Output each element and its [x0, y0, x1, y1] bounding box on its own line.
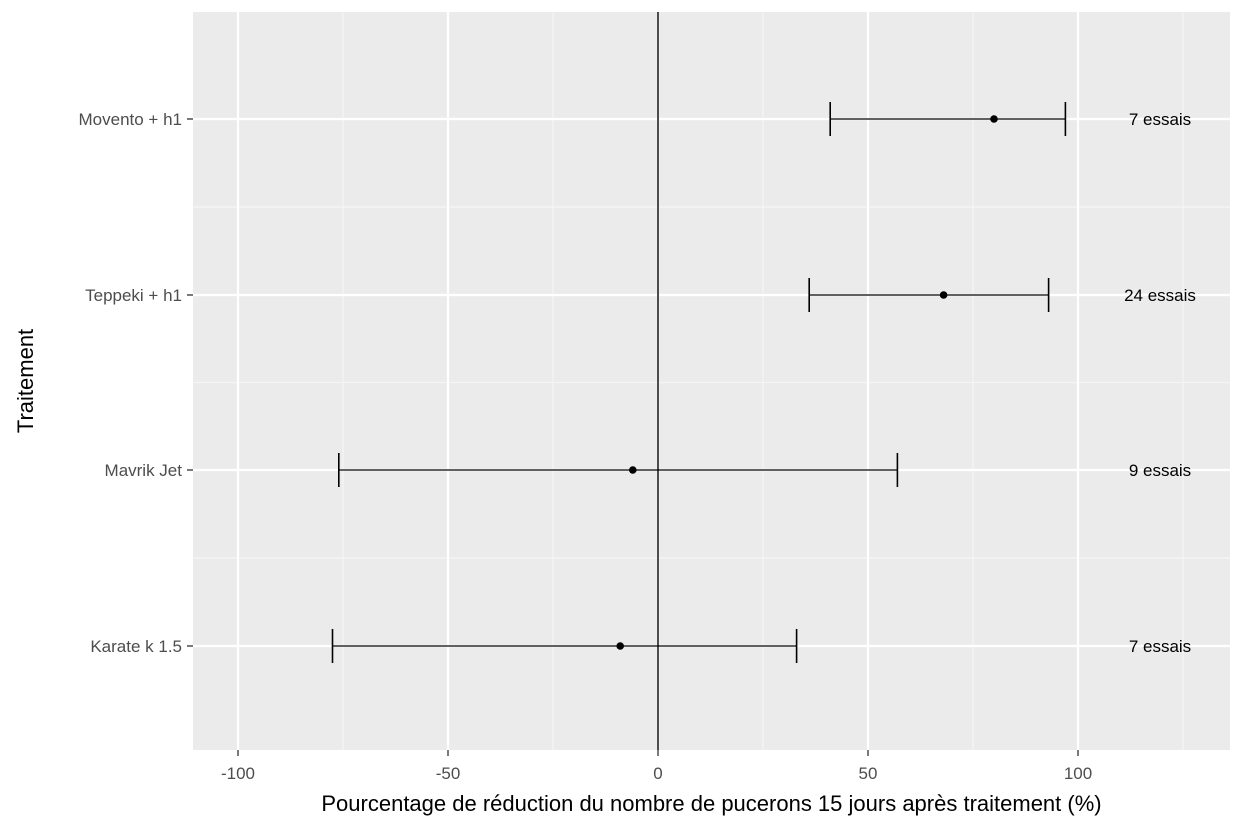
plot-panel: [193, 12, 1230, 750]
estimate-point: [939, 291, 948, 299]
trial-count-label: 9 essais: [1129, 461, 1191, 480]
y-tick-label: Karate k 1.5: [90, 637, 182, 656]
trial-count-label: 7 essais: [1129, 637, 1191, 656]
x-axis-title: Pourcentage de réduction du nombre de pu…: [321, 791, 1101, 816]
interval-marks: [331, 102, 1067, 663]
x-tick-label: 100: [1064, 764, 1092, 783]
y-axis: Movento + h1 Teppeki + h1 Mavrik Jet Karate…: [79, 110, 193, 656]
y-tick-label: Movento + h1: [79, 110, 183, 129]
x-tick-label: 0: [653, 764, 662, 783]
trial-count-label: 24 essais: [1124, 286, 1196, 305]
trial-count-annotations: 7 essais 24 essais 9 essais 7 essais: [1124, 110, 1196, 656]
y-tick-label: Mavrik Jet: [105, 461, 183, 480]
x-tick-label: 50: [859, 764, 878, 783]
y-tick-label: Teppeki + h1: [85, 286, 182, 305]
estimate-point: [629, 466, 637, 474]
estimate-point: [616, 642, 624, 650]
x-tick-label: -50: [436, 764, 461, 783]
trial-count-label: 7 essais: [1129, 110, 1191, 129]
x-tick-label: -100: [221, 764, 255, 783]
minor-gridlines: [193, 12, 1230, 750]
y-axis-title: Traitement: [13, 329, 38, 433]
estimate-point: [990, 115, 998, 123]
x-axis: -100 -50 0 50 100: [221, 750, 1092, 783]
